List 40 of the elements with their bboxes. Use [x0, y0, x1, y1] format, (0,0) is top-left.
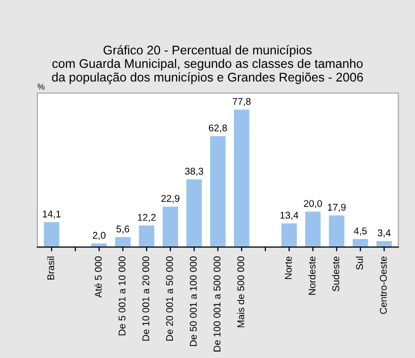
bar — [115, 237, 131, 248]
x-tick-label: Brasil — [47, 256, 54, 280]
x-tick-label: De 20 001 a 50 000 — [166, 256, 173, 341]
x-tick-label: De 50 001 a 100 000 — [190, 256, 197, 346]
x-tick-label: De 5 001 a 10 000 — [118, 256, 126, 336]
x-tick-label: Sul — [356, 256, 364, 270]
bar — [138, 225, 154, 248]
bar — [210, 136, 226, 248]
data-label: 4,5 — [354, 228, 367, 236]
data-label: 12,2 — [138, 214, 156, 222]
data-label: 17,9 — [328, 204, 346, 212]
x-tick-label: De 10 001 a 20 000 — [142, 256, 150, 341]
data-label: 3,4 — [378, 229, 391, 238]
bar — [305, 212, 321, 248]
data-label: 14,1 — [42, 210, 61, 219]
bar — [328, 215, 344, 248]
chart-title: Gráfico 20 - Percentual de municípios com Guarda Municipal, segundo as classes de tamanho da população dos municípios e Grandes Regiões - 2006 — [52, 45, 363, 84]
bar — [376, 241, 392, 248]
data-label: 5,6 — [116, 226, 130, 234]
data-label: 2,0 — [92, 232, 106, 240]
bar — [186, 179, 202, 248]
x-tick-label: Nordeste — [308, 256, 316, 295]
data-label: 13,4 — [280, 212, 298, 220]
x-tick-label: Até 5 000 — [94, 256, 102, 298]
data-label: 22,9 — [161, 194, 180, 204]
bar — [162, 206, 178, 248]
x-tick-label: Norte — [284, 256, 292, 280]
data-label: 38,3 — [185, 168, 204, 176]
bar — [234, 110, 250, 248]
data-label: 20,0 — [304, 200, 322, 208]
x-tick-label: Centro-Oeste — [380, 256, 387, 314]
x-tick-label: De 100 001 a 500 000 — [214, 256, 220, 352]
bar — [352, 239, 368, 248]
bar — [44, 222, 60, 248]
y-axis-title: % — [38, 84, 44, 90]
x-tick-label: Sudeste — [332, 256, 340, 292]
data-label: 62,8 — [208, 124, 227, 133]
data-label: 77,8 — [232, 98, 251, 106]
bar — [281, 223, 297, 248]
x-tick-label: Mais de 500 000 — [237, 256, 244, 328]
